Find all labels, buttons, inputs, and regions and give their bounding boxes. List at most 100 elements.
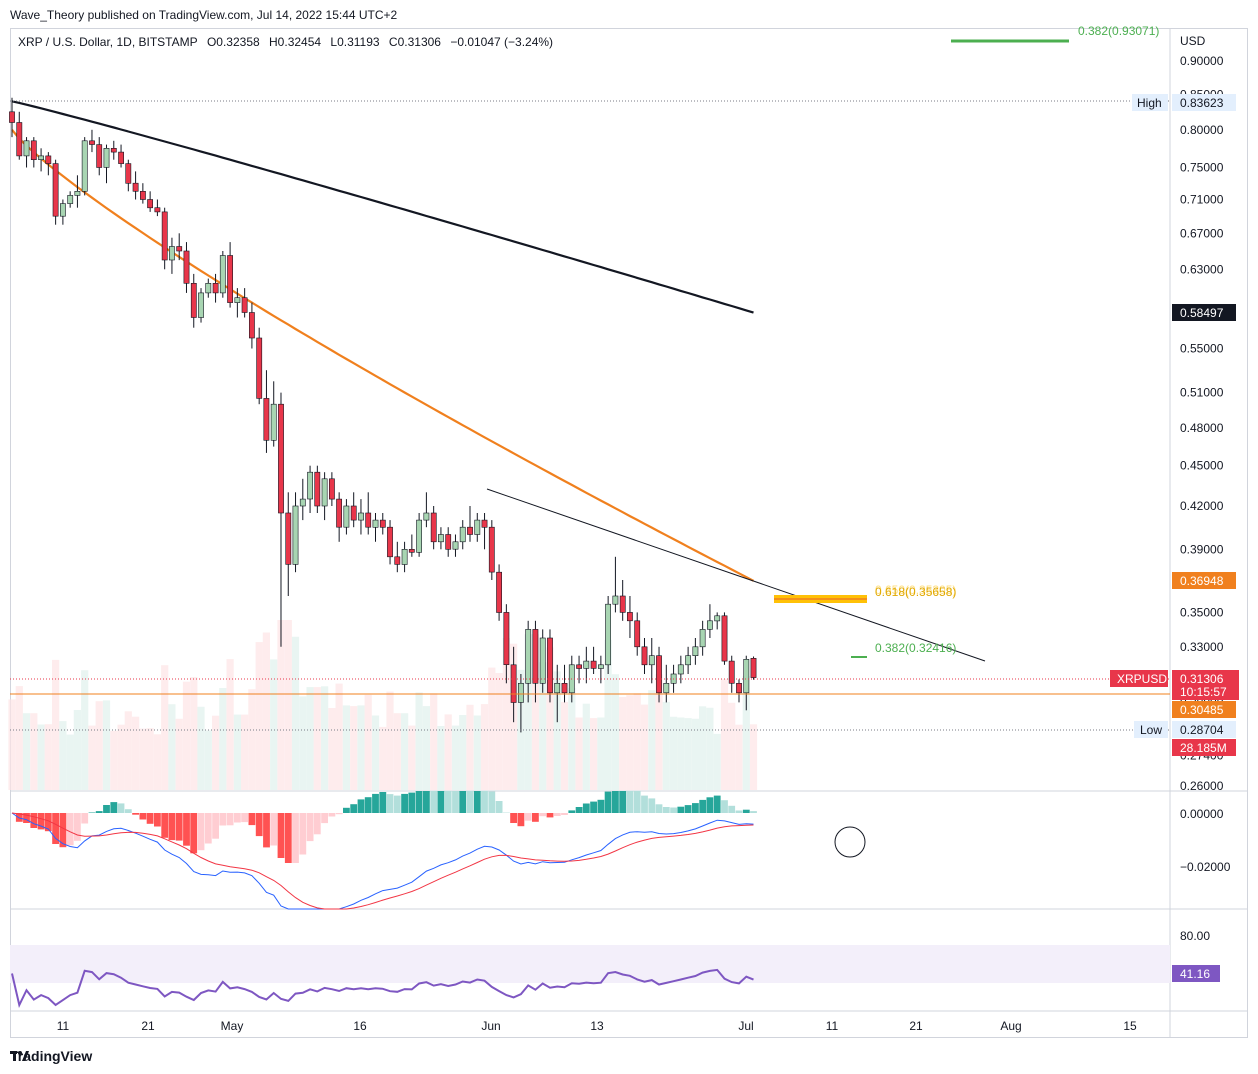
macd-histogram-bar (379, 792, 387, 813)
candle-body (292, 505, 299, 565)
macd-histogram-bar (553, 813, 561, 816)
macd-histogram-bar (452, 791, 459, 813)
volume-bar (30, 713, 38, 790)
candle-body (539, 637, 546, 684)
candle-body (387, 526, 393, 558)
candle-body (445, 534, 452, 550)
tradingview-footer[interactable]: TradingView (10, 1048, 92, 1064)
price-tick: 0.26000 (1180, 779, 1224, 793)
macd-histogram-bar (641, 795, 648, 813)
candle-body (198, 292, 204, 318)
volume-bar (713, 733, 721, 790)
ma200-badge: 0.58497 (1172, 304, 1236, 321)
macd-histogram-bar (350, 804, 358, 813)
volume-bar (684, 718, 692, 790)
currency-label: USD (1180, 34, 1206, 48)
candle-body (401, 548, 408, 565)
symbol-name[interactable]: XRP / U.S. Dollar, 1D, BITSTAMP (18, 35, 198, 49)
volume-bar (699, 706, 707, 790)
macd-histogram-bar (670, 807, 677, 813)
macd-histogram-bar (430, 791, 438, 813)
volume-bar (597, 717, 605, 790)
macd-histogram-bar (372, 793, 379, 813)
volume-bar (306, 687, 314, 790)
candle-body (750, 657, 757, 678)
price-tick-labels: 0.900000.850000.800000.750000.710000.670… (1180, 54, 1224, 793)
price-tick: 0.75000 (1180, 161, 1224, 175)
candle-body (408, 548, 415, 553)
volume-bar (22, 713, 31, 790)
volume-layer (8, 620, 758, 790)
macd-cross-circle (834, 826, 866, 858)
descending-trendline[interactable] (486, 488, 986, 662)
candle-body (132, 182, 139, 192)
volume-bar (146, 728, 154, 790)
volume-bar (451, 725, 460, 790)
volume-bar (182, 681, 191, 790)
volume-bar (582, 703, 590, 790)
macd-histogram-bar (30, 813, 38, 828)
price-tick: 0.42000 (1180, 499, 1224, 513)
volume-bar (568, 688, 576, 790)
macd-histogram-bar (263, 813, 270, 848)
high-badge: High 0.83623 (1132, 94, 1236, 111)
macd-panel[interactable] (11, 791, 757, 910)
macd-histogram-bar (364, 797, 372, 813)
volume-bar (284, 620, 292, 790)
volume-bar (444, 714, 452, 790)
macd-histogram-bar (168, 813, 176, 841)
macd-tick-1: −0.02000 (1180, 860, 1231, 874)
macd-histogram-bar (44, 813, 52, 832)
volume-bar (422, 706, 430, 790)
candle-body (140, 191, 146, 200)
time-tick: 11 (57, 1019, 70, 1033)
macd-histogram-bar (284, 813, 292, 863)
ohlc-low: L0.31193 (330, 35, 380, 49)
macd-histogram-bar (81, 813, 89, 824)
rsi-panel[interactable] (11, 968, 754, 1008)
candle-body (314, 471, 321, 507)
volume-bar (459, 715, 467, 790)
macd-histogram-bar (546, 813, 554, 818)
volume-bar (590, 718, 598, 790)
time-axis: 11 21 May 16 Jun 13 Jul 11 21 Aug 15 (57, 1019, 1137, 1033)
macd-histogram-bar (234, 813, 241, 823)
candle-body (736, 682, 742, 694)
candle-body (488, 526, 495, 573)
candle-body (467, 526, 473, 535)
macd-histogram-bar (706, 797, 714, 813)
volume-bar (560, 701, 569, 790)
candle-body (81, 140, 88, 192)
ohlc-change: −0.01047 (−3.24%) (450, 35, 554, 49)
macd-histogram-bar (270, 813, 278, 846)
macd-histogram-bar (662, 807, 670, 813)
time-tick: 15 (1123, 1019, 1137, 1033)
macd-histogram-bar (335, 813, 343, 815)
volume-bar (277, 620, 285, 790)
candle-body (343, 505, 350, 528)
volume-bar (611, 674, 619, 790)
macd-histogram-bar (699, 799, 707, 813)
macd-histogram-bar (95, 811, 103, 813)
candle-body (423, 512, 430, 521)
candle-body (626, 612, 633, 622)
volume-bar (655, 674, 663, 790)
volume-bar (531, 634, 539, 790)
candle-body (234, 297, 241, 303)
ma50-badge: 0.36948 (1172, 572, 1236, 589)
volume-bar (379, 726, 387, 790)
macd-histogram-bar (692, 803, 699, 813)
volume-bar (728, 702, 736, 790)
time-tick: Jun (481, 1019, 500, 1033)
price-tick: 0.55000 (1180, 342, 1224, 356)
macd-histogram-bar (393, 795, 401, 813)
macd-histogram-bar (255, 813, 263, 837)
macd-histogram-bar (575, 807, 583, 813)
price-tick: 0.80000 (1180, 123, 1224, 137)
macd-histogram-bar (597, 799, 605, 813)
volume-bar (749, 724, 758, 790)
candle-body (532, 629, 539, 684)
footer-brand: TradingView (10, 1048, 93, 1064)
volume-bar (473, 715, 481, 790)
